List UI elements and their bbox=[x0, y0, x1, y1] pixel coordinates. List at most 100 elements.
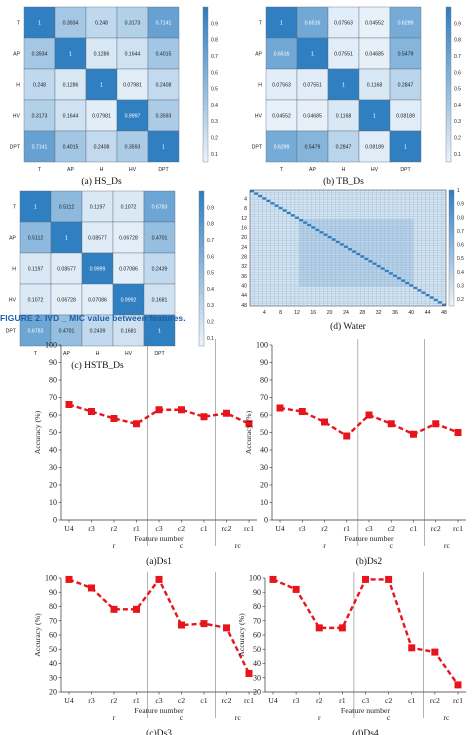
water-y-tick-label: 4 bbox=[244, 196, 247, 202]
colorbar-tick-label: 0.9 bbox=[457, 202, 464, 208]
colorbar-tick-label: 0.7 bbox=[457, 229, 464, 235]
group-label: rc bbox=[444, 541, 451, 550]
y-tick-label: 0 bbox=[53, 516, 57, 525]
colorbar-tick-label: 0.6 bbox=[457, 243, 464, 249]
heatmap-cell bbox=[54, 99, 87, 132]
heatmap-cell bbox=[19, 314, 52, 347]
cell-value-label: 0.07563 bbox=[334, 21, 353, 27]
cell-value-label: 0.1072 bbox=[121, 205, 137, 211]
water-x-tick-label: 32 bbox=[376, 310, 382, 316]
colorbar-segment bbox=[203, 27, 208, 34]
y-tick-label: 60 bbox=[260, 411, 268, 420]
colorbar-segment bbox=[203, 115, 208, 121]
x-tick-label: U4 bbox=[275, 524, 285, 533]
colorbar-tick-label: 0.9 bbox=[211, 21, 218, 27]
cell-value-label: 0.5479 bbox=[305, 145, 321, 151]
colorbar-segment bbox=[449, 244, 454, 249]
water-y-tick-label: 32 bbox=[241, 264, 247, 270]
group-label: rc bbox=[443, 713, 450, 722]
colorbar-segment bbox=[203, 17, 208, 23]
series-point bbox=[454, 681, 462, 689]
series-point bbox=[65, 401, 73, 408]
colorbar-segment bbox=[449, 213, 454, 218]
cell-value-label: 0.07981 bbox=[92, 114, 111, 120]
colorbar-segment bbox=[199, 284, 204, 290]
y-tick-label: 40 bbox=[49, 659, 57, 668]
water-diagonal-cell bbox=[262, 197, 267, 200]
colorbar-segment bbox=[199, 247, 204, 254]
colorbar-segment bbox=[203, 156, 208, 163]
colorbar-segment bbox=[199, 206, 204, 212]
x-tick-label: r2 bbox=[316, 696, 323, 705]
water-diagonal-cell bbox=[364, 257, 369, 261]
colorbar-segment bbox=[446, 38, 451, 44]
cell-value-label: 0.6299 bbox=[398, 21, 414, 27]
colorbar-segment bbox=[446, 146, 451, 152]
heatmap-cell bbox=[147, 68, 180, 101]
cell-value-label: 0.07981 bbox=[123, 83, 142, 89]
colorbar-segment bbox=[449, 228, 454, 233]
x-tick-label: DPT bbox=[154, 351, 165, 357]
colorbar-tick-label: 0.4 bbox=[454, 103, 461, 109]
heatmap-cell bbox=[143, 283, 176, 316]
y-axis-title: Accuracy (%) bbox=[237, 613, 246, 657]
heatmap-cell bbox=[23, 6, 56, 39]
colorbar-segment bbox=[199, 320, 204, 326]
x-tick-label: r3 bbox=[88, 524, 95, 533]
heatmap-cell bbox=[85, 99, 118, 132]
y-tick-label: 50 bbox=[49, 428, 57, 437]
colorbar-tick-label: 0.5 bbox=[211, 87, 218, 93]
colorbar-segment bbox=[199, 222, 204, 228]
colorbar-segment bbox=[446, 43, 451, 49]
water-y-tick-label: 48 bbox=[241, 303, 247, 309]
colorbar-segment bbox=[203, 48, 208, 54]
cell-value-label: 0.07086 bbox=[119, 267, 138, 273]
colorbar-segment bbox=[449, 294, 454, 299]
y-tick-label: 70 bbox=[260, 393, 268, 402]
colorbar-segment bbox=[203, 94, 208, 101]
cell-value-label: 0.07086 bbox=[88, 298, 107, 304]
heatmap-cell bbox=[389, 130, 422, 163]
water-diagonal-cell bbox=[372, 262, 377, 265]
x-tick-label: H bbox=[96, 351, 100, 357]
colorbar-segment bbox=[446, 74, 451, 80]
colorbar-frame bbox=[448, 189, 455, 307]
water-diagonal-cell bbox=[388, 272, 393, 275]
water-diagonal-cell bbox=[421, 291, 426, 294]
series-point bbox=[292, 585, 300, 593]
colorbar-segment bbox=[446, 141, 451, 147]
cell-value-label: 0.2439 bbox=[90, 329, 106, 335]
colorbar-tick-label: 0.2 bbox=[207, 320, 214, 326]
cell-value-label: 0.08577 bbox=[57, 267, 76, 273]
colorbar-segment bbox=[446, 89, 451, 96]
cell-value-label: 1 bbox=[158, 329, 161, 335]
colorbar-segment bbox=[199, 263, 204, 269]
heatmap-cell bbox=[23, 37, 56, 70]
cell-value-label: 0.6783 bbox=[28, 329, 44, 335]
colorbar-tick-label: 0.8 bbox=[207, 222, 214, 228]
x-tick-label: c2 bbox=[178, 524, 185, 533]
series-point bbox=[110, 605, 118, 613]
y-tick-label: 80 bbox=[49, 602, 57, 611]
colorbar-tick-label: 0.9 bbox=[454, 21, 461, 27]
series-point bbox=[298, 408, 306, 415]
series-line bbox=[272, 578, 459, 686]
colorbar-segment bbox=[446, 79, 451, 85]
colorbar-segment bbox=[449, 259, 454, 264]
water-diagonal-cell bbox=[405, 281, 410, 285]
water-diagonal-cell bbox=[274, 204, 279, 207]
x-tick-label: U4 bbox=[268, 696, 278, 705]
colorbar-segment bbox=[449, 255, 454, 260]
colorbar-segment bbox=[446, 53, 451, 59]
y-tick-label: H bbox=[16, 83, 20, 89]
series-point bbox=[410, 430, 417, 438]
colorbar-segment bbox=[449, 217, 454, 222]
colorbar-segment bbox=[449, 248, 454, 253]
colorbar-segment bbox=[203, 125, 208, 132]
water-diagonal-cell bbox=[254, 192, 259, 195]
group-label: rc bbox=[235, 541, 242, 550]
colorbar-segment bbox=[199, 253, 204, 259]
cell-value-label: 0.04552 bbox=[272, 114, 291, 120]
water-x-tick-label: 4 bbox=[263, 310, 266, 316]
